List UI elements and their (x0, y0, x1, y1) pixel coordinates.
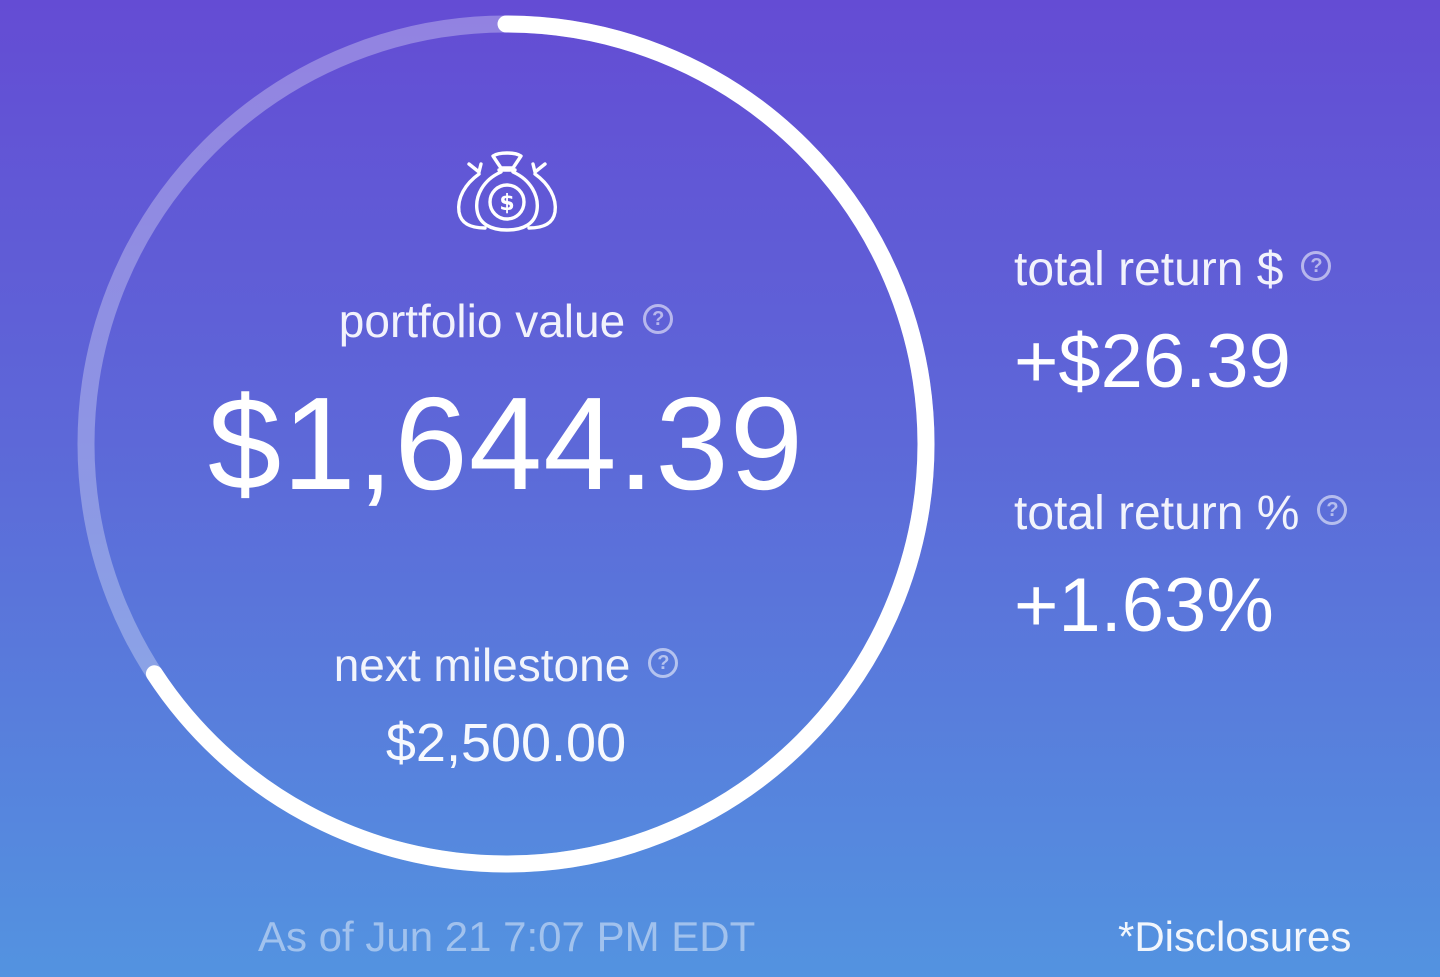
next-milestone-amount: $2,500.00 (385, 713, 627, 773)
total-return-dollar-heading: total return $? (1014, 243, 1332, 296)
disclosures-link[interactable]: *Disclosures (1118, 913, 1352, 960)
next-milestone-label: next milestone (333, 639, 631, 691)
total-return-percent-help-icon[interactable]: ? (1317, 495, 1348, 526)
portfolio-value-amount: $1,644.39 (207, 370, 805, 517)
as-of-timestamp: As of Jun 21 7:07 PM EDT (258, 913, 756, 960)
total-return-percent-panel: total return %? +1.63% (1014, 487, 1348, 648)
next-milestone-help-icon[interactable]: ? (648, 647, 679, 678)
next-milestone-heading: next milestone? (206, 642, 806, 688)
svg-text:$: $ (499, 191, 514, 216)
total-return-dollar-help-icon[interactable]: ? (1301, 251, 1332, 282)
total-return-dollar-panel: total return $? +$26.39 (1014, 243, 1332, 404)
progress-arc (77, 15, 935, 873)
total-return-dollar-value: +$26.39 (1014, 319, 1291, 404)
portfolio-value-help-icon[interactable]: ? (643, 303, 674, 334)
portfolio-value-heading: portfolio value? (206, 298, 806, 344)
total-return-dollar-label: total return $ (1014, 243, 1284, 296)
total-return-percent-heading: total return %? (1014, 487, 1348, 540)
total-return-percent-value: +1.63% (1014, 563, 1274, 648)
money-bags-icon: $ (457, 151, 557, 232)
portfolio-value-label: portfolio value (338, 295, 626, 347)
total-return-percent-label: total return % (1014, 487, 1300, 540)
